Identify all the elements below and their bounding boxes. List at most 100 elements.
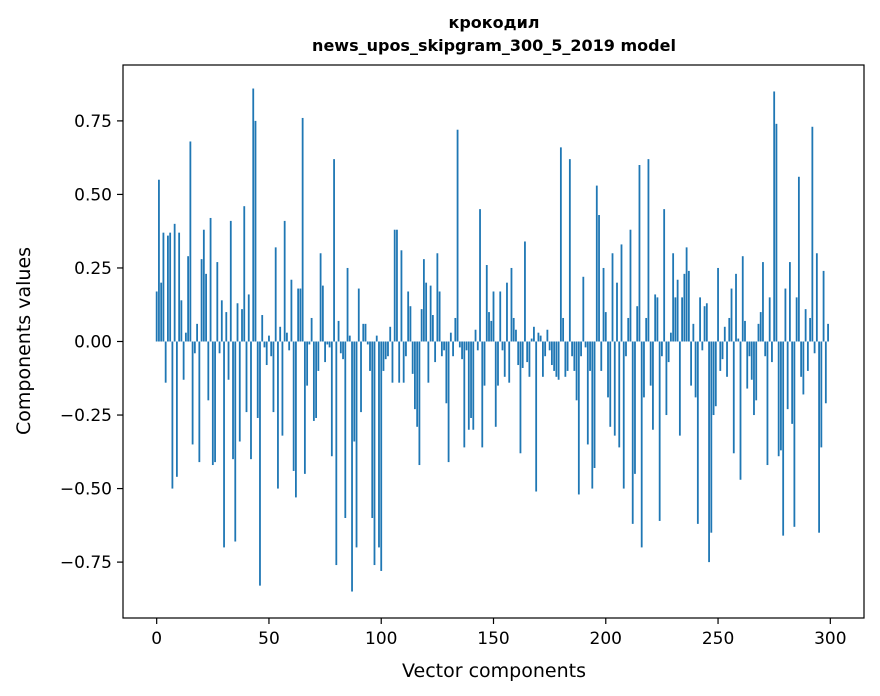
bar [342, 341, 344, 360]
bar [791, 341, 794, 424]
bar [739, 341, 742, 480]
bar [809, 317, 812, 342]
bar [348, 335, 351, 342]
bar [654, 294, 657, 342]
bar [445, 341, 448, 404]
bar [272, 341, 275, 413]
x-tick-label: 100 [365, 629, 397, 649]
bar [488, 312, 490, 342]
bar [607, 341, 609, 398]
bar [753, 341, 755, 416]
bar [600, 341, 603, 371]
y-tick-label: 0.50 [74, 185, 112, 205]
bar [690, 341, 692, 386]
bar [555, 341, 558, 377]
bar [497, 341, 499, 386]
bar [604, 312, 607, 342]
bar [220, 300, 223, 342]
bar [627, 317, 630, 342]
bar [346, 267, 349, 342]
bar [701, 341, 704, 351]
bar [312, 341, 315, 421]
bar [620, 244, 623, 342]
bar [402, 341, 405, 383]
bar [281, 341, 284, 436]
bar [537, 332, 540, 342]
bar [409, 306, 412, 342]
bar [393, 229, 396, 342]
bar [389, 326, 392, 342]
bar [369, 341, 371, 371]
bar [205, 273, 207, 342]
bar [721, 341, 724, 360]
bar [420, 309, 423, 342]
bar [295, 341, 297, 498]
bar [259, 341, 261, 586]
bar [326, 341, 329, 345]
y-tick-label: 0.00 [74, 333, 112, 353]
bar [663, 209, 666, 342]
bar [434, 341, 437, 363]
bar [782, 341, 785, 536]
bar [270, 341, 273, 357]
bar [622, 341, 625, 489]
bar [589, 341, 591, 371]
bar [719, 341, 722, 371]
bar [456, 129, 459, 342]
bar [414, 341, 416, 410]
bar [373, 341, 376, 566]
bar [472, 341, 475, 430]
bar [483, 341, 486, 386]
bar [546, 329, 549, 342]
bar [447, 341, 450, 463]
x-tick-label: 200 [590, 629, 622, 649]
bar [283, 220, 286, 342]
bar [360, 341, 362, 413]
bar [479, 209, 481, 342]
bar [634, 341, 636, 474]
bar [191, 341, 194, 445]
bar [571, 341, 573, 357]
y-tick-label: −0.50 [60, 480, 112, 500]
bar [714, 341, 717, 407]
bar [526, 341, 529, 363]
bar [656, 297, 659, 342]
bar [250, 341, 252, 460]
bar [629, 229, 632, 342]
bar [515, 329, 517, 342]
bar [169, 232, 172, 342]
x-tick-label: 250 [702, 629, 734, 649]
y-axis-label: Components values [13, 247, 35, 435]
bar [227, 341, 230, 380]
bar [277, 341, 279, 489]
bar [712, 341, 715, 416]
bar [602, 267, 605, 342]
bar [521, 341, 524, 368]
bar [517, 341, 520, 366]
bar [813, 341, 816, 354]
chart-subtitle: news_upos_skipgram_300_5_2019 model [312, 36, 676, 55]
bar [694, 341, 697, 398]
bar [178, 232, 181, 342]
bar [717, 267, 719, 342]
bar [616, 282, 618, 342]
bar [407, 291, 410, 342]
bar [438, 291, 441, 342]
bar [584, 341, 587, 348]
bar [797, 176, 800, 342]
bar [286, 332, 288, 342]
bar [672, 253, 675, 342]
bar [643, 341, 645, 398]
y-tick-label: 0.25 [74, 259, 112, 279]
bar [252, 88, 255, 342]
bar [207, 341, 210, 401]
bar [793, 341, 796, 527]
bar [692, 323, 695, 342]
bar [573, 341, 576, 371]
x-axis-label: Vector components [402, 660, 586, 682]
bar [196, 323, 198, 342]
bar [732, 341, 735, 454]
bar [254, 120, 257, 342]
bar [827, 323, 829, 342]
bar [175, 341, 178, 477]
